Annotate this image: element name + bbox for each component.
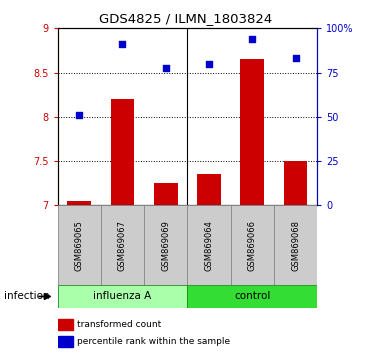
Bar (58, 336, 73, 347)
Text: GDS4825 / ILMN_1803824: GDS4825 / ILMN_1803824 (99, 12, 272, 25)
Point (163, 65, 169, 71)
Text: control: control (234, 291, 270, 302)
Bar (284, 161, 308, 205)
Bar (187, 285, 317, 308)
Text: infection: infection (4, 291, 49, 302)
Bar (58, 319, 73, 330)
Text: transformed count: transformed count (77, 320, 161, 329)
Bar (144, 205, 187, 285)
Point (76, 112, 82, 118)
Text: GSM869067: GSM869067 (118, 219, 127, 271)
Bar (67, 201, 91, 205)
Bar (154, 183, 178, 205)
Bar (187, 205, 231, 285)
Point (119, 41, 125, 47)
Bar (58, 205, 101, 285)
Bar (111, 99, 134, 205)
Text: GSM869064: GSM869064 (204, 220, 213, 270)
Bar (240, 59, 264, 205)
Bar (197, 175, 221, 205)
Point (249, 36, 255, 42)
Point (206, 61, 212, 67)
Text: GSM869068: GSM869068 (291, 219, 300, 271)
Bar (58, 285, 187, 308)
Bar (231, 205, 274, 285)
Text: influenza A: influenza A (93, 291, 152, 302)
Text: percentile rank within the sample: percentile rank within the sample (77, 337, 230, 346)
Bar (274, 205, 317, 285)
Point (293, 55, 299, 61)
Text: GSM869065: GSM869065 (75, 220, 83, 270)
Text: GSM869066: GSM869066 (248, 219, 257, 271)
Text: GSM869069: GSM869069 (161, 220, 170, 270)
Bar (101, 205, 144, 285)
